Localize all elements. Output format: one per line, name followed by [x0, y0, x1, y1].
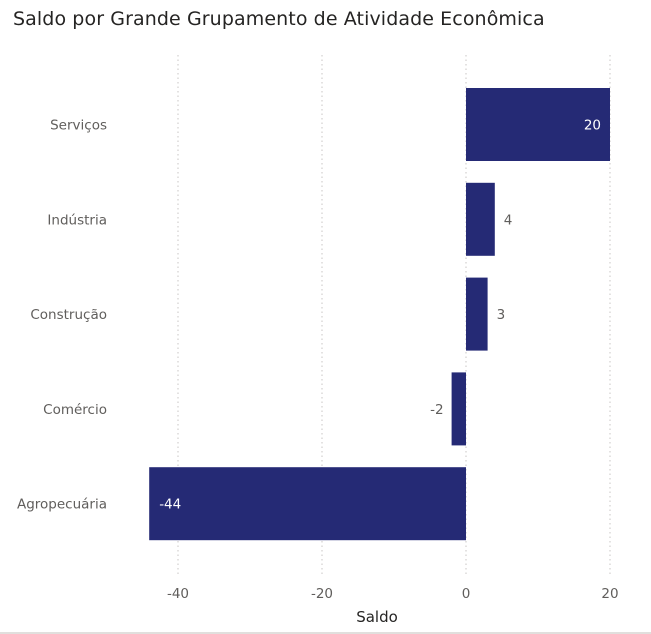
category-label: Construção	[30, 307, 107, 323]
category-label: Agropecuária	[17, 497, 107, 513]
category-label: Serviços	[50, 118, 107, 134]
bar[interactable]	[451, 372, 466, 446]
data-label: -2	[430, 402, 443, 418]
x-tick-label: -20	[311, 586, 333, 602]
bar[interactable]	[466, 182, 495, 256]
data-label: 4	[504, 212, 513, 228]
x-tick-label: 20	[601, 586, 618, 602]
bar[interactable]	[466, 88, 610, 161]
chart-title: Saldo por Grande Grupamento de Atividade…	[13, 8, 545, 30]
x-tick-labels: -40 -20 0 20	[167, 586, 619, 602]
category-label: Comércio	[43, 402, 107, 418]
x-tick-label: -40	[167, 586, 189, 602]
data-label: 20	[584, 118, 601, 134]
category-label: Indústria	[47, 212, 107, 228]
data-label: -44	[159, 497, 181, 513]
bottom-divider	[0, 632, 651, 634]
bars: 20 4 3 -2 -44	[149, 88, 610, 541]
x-tick-label: 0	[462, 586, 471, 602]
category-labels: Serviços Indústria Construção Comércio Agrop…	[17, 118, 107, 513]
data-label: 3	[497, 307, 506, 323]
bar[interactable]	[466, 277, 488, 351]
bar[interactable]	[149, 467, 466, 541]
x-axis-title: Saldo	[356, 608, 398, 626]
